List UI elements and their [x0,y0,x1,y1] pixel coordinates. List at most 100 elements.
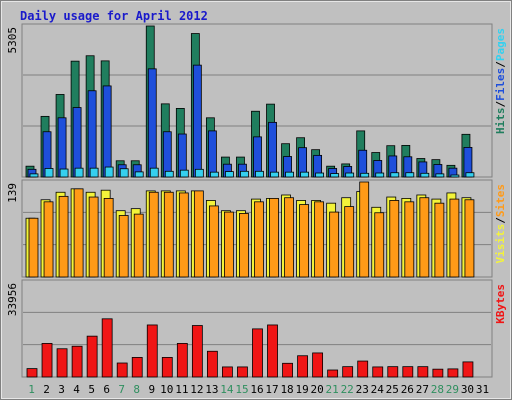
side-legend-part: / [494,61,507,68]
side-legend: KBytes [494,284,507,324]
bar-sites-day-29 [449,198,460,278]
bar-pages-day-2 [44,168,54,178]
bar-sites-day-11 [178,192,189,278]
bar-kbytes-day-10 [161,357,173,378]
side-legend-part: / [494,101,507,108]
bar-sites-day-26 [404,201,415,278]
bar-pages-day-22 [345,172,355,178]
x-tick-label: 12 [190,383,203,396]
side-legend-part: Sites [494,184,507,217]
x-tick-label: 16 [250,383,263,396]
x-tick-label: 10 [160,383,173,396]
bar-kbytes-day-20 [312,352,324,378]
bar-kbytes-day-12 [191,325,203,378]
bar-kbytes-day-26 [402,366,414,378]
x-tick-label: 11 [175,383,188,396]
bar-sites-day-27 [419,197,430,278]
x-tick-label: 3 [58,383,65,396]
x-tick-label: 20 [311,383,324,396]
bar-pages-day-3 [59,168,69,178]
bar-pages-day-5 [89,167,99,178]
bar-sites-day-16 [254,201,264,278]
bar-files-day-6 [102,85,112,178]
bar-pages-day-20 [315,172,325,178]
bar-pages-day-1 [29,173,39,178]
x-tick-label: 27 [416,383,429,396]
bar-kbytes-day-1 [26,368,38,378]
x-tick-label: 9 [148,383,155,396]
bar-kbytes-day-9 [146,324,158,378]
bar-pages-day-18 [285,171,294,178]
bar-kbytes-day-11 [176,343,188,378]
bar-pages-day-7 [119,168,129,178]
bar-pages-day-14 [225,171,234,178]
bar-sites-day-21 [329,211,340,278]
bar-kbytes-day-15 [237,366,248,378]
bar-sites-day-25 [389,200,400,278]
bar-pages-day-10 [164,170,174,178]
bar-sites-day-2 [43,201,54,278]
side-legend-part: Pages [494,28,507,61]
bar-pages-day-12 [194,168,204,178]
x-tick-label: 14 [220,383,234,396]
bar-pages-day-27 [420,172,430,178]
bar-kbytes-day-22 [342,366,354,378]
bar-kbytes-day-27 [417,366,429,378]
x-tick-label: 8 [133,383,140,396]
x-tick-label: 18 [280,383,293,396]
bar-files-day-13 [207,130,217,178]
bar-files-day-17 [268,121,277,178]
bar-kbytes-day-7 [116,362,128,378]
x-tick-label: 22 [341,383,354,396]
x-tick-label: 5 [88,383,95,396]
bar-kbytes-day-30 [462,361,474,378]
bar-kbytes-day-16 [252,328,263,378]
x-tick-label: 23 [356,383,369,396]
bar-sites-day-13 [208,205,219,278]
bar-pages-day-29 [450,174,460,178]
bar-files-day-4 [72,107,82,178]
x-tick-label: 4 [73,383,80,396]
bar-pages-day-26 [405,172,415,178]
bar-kbytes-day-2 [41,343,53,378]
x-tick-label: 25 [386,383,399,396]
x-tick-label: 30 [461,383,474,396]
bar-sites-day-17 [269,198,279,278]
bar-sites-day-19 [299,204,309,278]
bar-sites-day-5 [88,196,99,278]
bar-sites-day-14 [224,211,234,278]
bar-kbytes-day-24 [372,366,384,378]
x-tick-label: 21 [326,383,339,396]
bar-pages-day-11 [179,169,189,178]
bar-sites-day-8 [133,213,144,278]
side-legend-part: / [494,217,507,224]
bar-sites-day-10 [163,191,174,278]
bar-sites-day-6 [103,198,114,278]
bar-kbytes-day-29 [447,368,459,378]
bar-kbytes-day-4 [71,345,83,378]
bar-files-day-12 [192,64,202,178]
bar-sites-day-23 [359,181,370,278]
bar-pages-day-16 [255,170,264,178]
bar-sites-day-12 [193,190,204,278]
bar-pages-day-8 [134,171,144,178]
bar-sites-day-20 [314,201,325,278]
bar-pages-day-13 [209,171,219,178]
x-tick-label: 26 [401,383,414,396]
x-tick-label: 13 [205,383,218,396]
bar-kbytes-day-8 [131,357,143,378]
bar-kbytes-day-19 [297,355,308,378]
x-tick-label: 6 [103,383,110,396]
x-tick-label: 31 [476,383,489,396]
bar-sites-day-22 [344,206,355,278]
side-legend-part: Hits [494,108,507,135]
y-max-label: 33956 [6,283,19,316]
x-tick-label: 7 [118,383,125,396]
x-tick-label: 1 [28,383,35,396]
bar-pages-day-25 [390,172,400,178]
x-tick-label: 24 [371,383,385,396]
bar-files-day-9 [147,68,157,178]
side-legend-part: KBytes [494,284,507,324]
bar-pages-day-23 [360,172,370,178]
